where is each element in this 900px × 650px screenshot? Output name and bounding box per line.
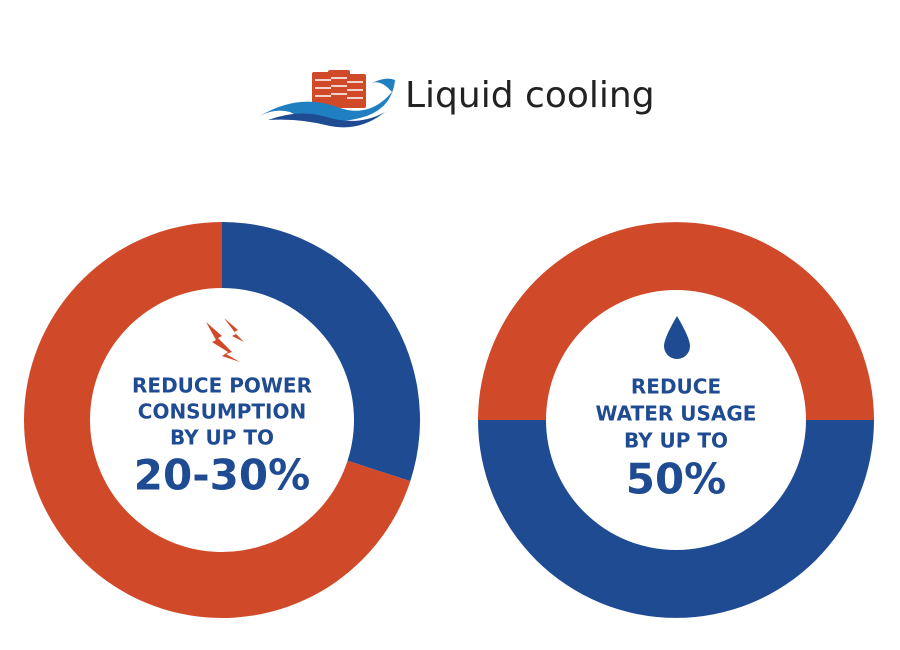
title: Liquid cooling bbox=[405, 75, 655, 116]
center-text: BY UP TO bbox=[170, 426, 274, 450]
logo-icon bbox=[260, 70, 395, 128]
water-drop-icon bbox=[664, 316, 690, 359]
center-text: REDUCE POWER bbox=[132, 374, 312, 398]
center-text: CONSUMPTION bbox=[138, 400, 306, 424]
center-text: WATER USAGE bbox=[596, 402, 757, 426]
center-text: BY UP TO bbox=[624, 429, 728, 453]
headline: 20-30% bbox=[134, 451, 310, 500]
donut-segment bbox=[478, 222, 874, 420]
donut-segment bbox=[478, 420, 874, 618]
donut-segment bbox=[222, 222, 421, 482]
center-text: REDUCE bbox=[631, 375, 721, 399]
headline: 50% bbox=[626, 455, 727, 504]
donut-segment bbox=[24, 222, 411, 618]
lightning-icon bbox=[206, 318, 244, 362]
